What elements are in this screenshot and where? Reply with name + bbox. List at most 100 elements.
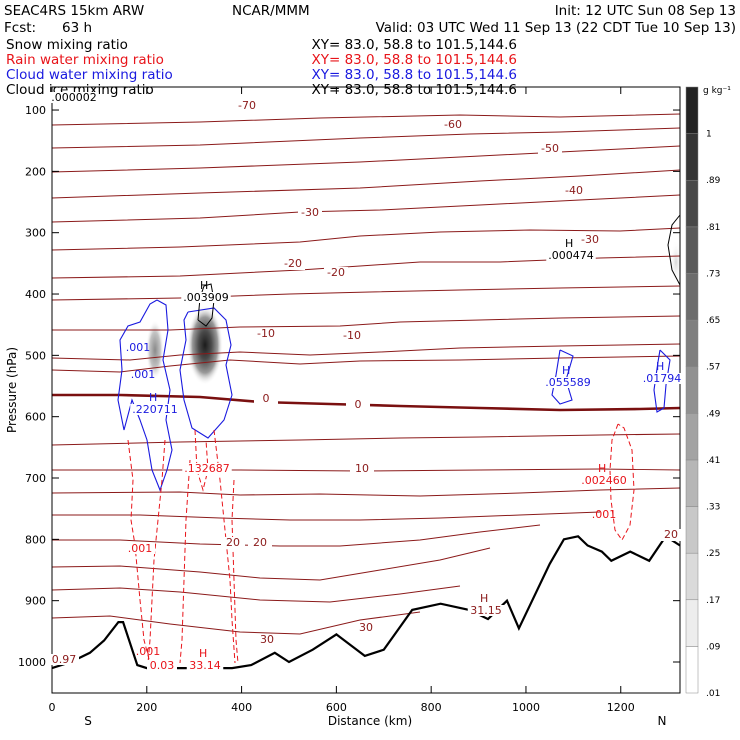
isotherm-1 (51, 127, 681, 149)
extremum-label-bg (181, 292, 231, 303)
snow-right (670, 240, 682, 284)
isotherm-11 (51, 433, 681, 446)
valid-time: Valid: 03 UTC Wed 11 Sep 13 (22 CDT Tue … (376, 20, 736, 36)
isotherm-label: -70 (238, 99, 256, 112)
isotherm-label-bg (221, 537, 245, 549)
colorbar-label: .01 (706, 689, 720, 699)
y-tick-label: 200 (25, 165, 46, 178)
y-tick-label: 700 (25, 472, 46, 485)
extremum-mark: H (656, 360, 664, 373)
isotherm-label: -30 (581, 233, 599, 246)
isotherm-label: -40 (565, 184, 583, 197)
extremum-mark: H (200, 279, 208, 292)
extremum-value: 0.97 (52, 653, 77, 666)
x-end-label-left: S (84, 714, 92, 728)
x-tick-label: 0 (49, 701, 56, 714)
colorbar-label: .57 (706, 363, 720, 373)
plot-frame (51, 86, 681, 694)
extremum-label-bg (543, 377, 593, 388)
isotherm-label: -30 (301, 206, 319, 219)
extremum-value: .220711 (132, 403, 178, 416)
isotherm-label-bg (254, 393, 278, 405)
rain-water-contour-1 (147, 439, 166, 664)
isotherm-label: -10 (257, 327, 275, 340)
y-tick-label: 400 (25, 288, 46, 301)
rain-water-label: .001 (136, 645, 161, 658)
isotherm-label: 0 (355, 398, 362, 411)
x-tick-label: 200 (136, 701, 157, 714)
isotherm-9 (51, 343, 681, 361)
colorbar-label: .81 (706, 223, 720, 233)
colorbar-label: .09 (706, 642, 721, 652)
colorbar-label: .89 (706, 176, 721, 186)
isotherm-10 (51, 355, 681, 373)
isotherm-label: 20 (226, 536, 240, 549)
y-tick-label: 100 (25, 104, 46, 117)
isotherm-label-bg (346, 399, 370, 411)
isotherm-label: -20 (284, 257, 302, 270)
isotherm-0 (51, 113, 681, 126)
isotherm-label: 20 (253, 536, 267, 549)
field-xy-1: XY= 83.0, 58.8 to 101.5,144.6 (311, 37, 517, 53)
x-tick-label: 600 (326, 701, 347, 714)
snow-left (146, 320, 164, 380)
extremum-label-bg (640, 373, 684, 384)
isotherm-label-bg (441, 119, 465, 131)
extremum-mark: H (480, 592, 488, 605)
colorbar-box (685, 366, 699, 414)
isotherm-label-bg (281, 258, 305, 270)
isotherm-label: 30 (260, 633, 274, 646)
isotherm-label-bg (578, 234, 602, 246)
center-name: NCAR/MMM (232, 3, 310, 19)
terrain-profile (51, 534, 681, 670)
field-xy-4: XY= 83.0, 58.8 to 101.5,144.6 (311, 82, 517, 98)
y-tick-label: 300 (25, 227, 46, 240)
extremum-label-bg (147, 660, 177, 671)
colorbar-box (685, 179, 699, 228)
colorbar-box (685, 319, 699, 367)
y-tick-label: 500 (25, 349, 46, 362)
colorbar-label: .41 (706, 456, 720, 466)
isotherm-label: 20 (664, 528, 678, 541)
isotherm-label-bg (659, 529, 683, 541)
extremum-label-bg (546, 250, 596, 261)
extremum-label-bg (125, 543, 155, 554)
isotherm-14 (52, 511, 601, 521)
y-tick-label: 1000 (18, 656, 46, 669)
isotherm-label-bg (340, 330, 364, 342)
y-tick-label: 900 (25, 595, 46, 608)
extremum-value: 33.14 (189, 659, 221, 672)
colorbar-label: .73 (706, 269, 720, 279)
model-name: SEAC4RS 15km ARW (4, 3, 144, 19)
x-tick-label: 1200 (607, 701, 635, 714)
isotherm-label: -60 (444, 118, 462, 131)
colorbar-label: .17 (706, 596, 720, 606)
extremum-label-bg (579, 475, 629, 486)
x-axis-label: Distance (km) (328, 714, 412, 728)
init-time: Init: 12 UTC Sun 08 Sep 13 (555, 3, 736, 19)
extremum-mark: H (199, 647, 207, 660)
rain-water-contour-4 (194, 429, 209, 492)
isotherm-label-bg (254, 328, 278, 340)
extremum-value: .055589 (545, 376, 591, 389)
snow-core (187, 305, 223, 385)
isotherm-3 (51, 169, 681, 199)
isotherm-label: 0 (263, 392, 270, 405)
cloud-water-contour-3 (653, 349, 671, 413)
colorbar-box (685, 86, 699, 134)
extremum-label-bg (49, 92, 99, 103)
colorbar-box (685, 226, 699, 274)
extremum-value: .01794 (643, 372, 682, 385)
extremum-label-bg (49, 654, 79, 665)
extremum-label-bg (182, 463, 232, 474)
isotherm-label: -10 (343, 329, 361, 342)
extremum-label-bg (130, 404, 180, 415)
y-tick-label: 600 (25, 411, 46, 424)
cloud-water-label: .001 (126, 341, 151, 354)
extremum-value: 31.15 (470, 604, 502, 617)
extremum-value: .003909 (183, 291, 229, 304)
field-name-2: Rain water mixing ratio (6, 52, 164, 68)
isotherm-label-bg (248, 537, 272, 549)
isotherm-label-bg (354, 622, 378, 634)
